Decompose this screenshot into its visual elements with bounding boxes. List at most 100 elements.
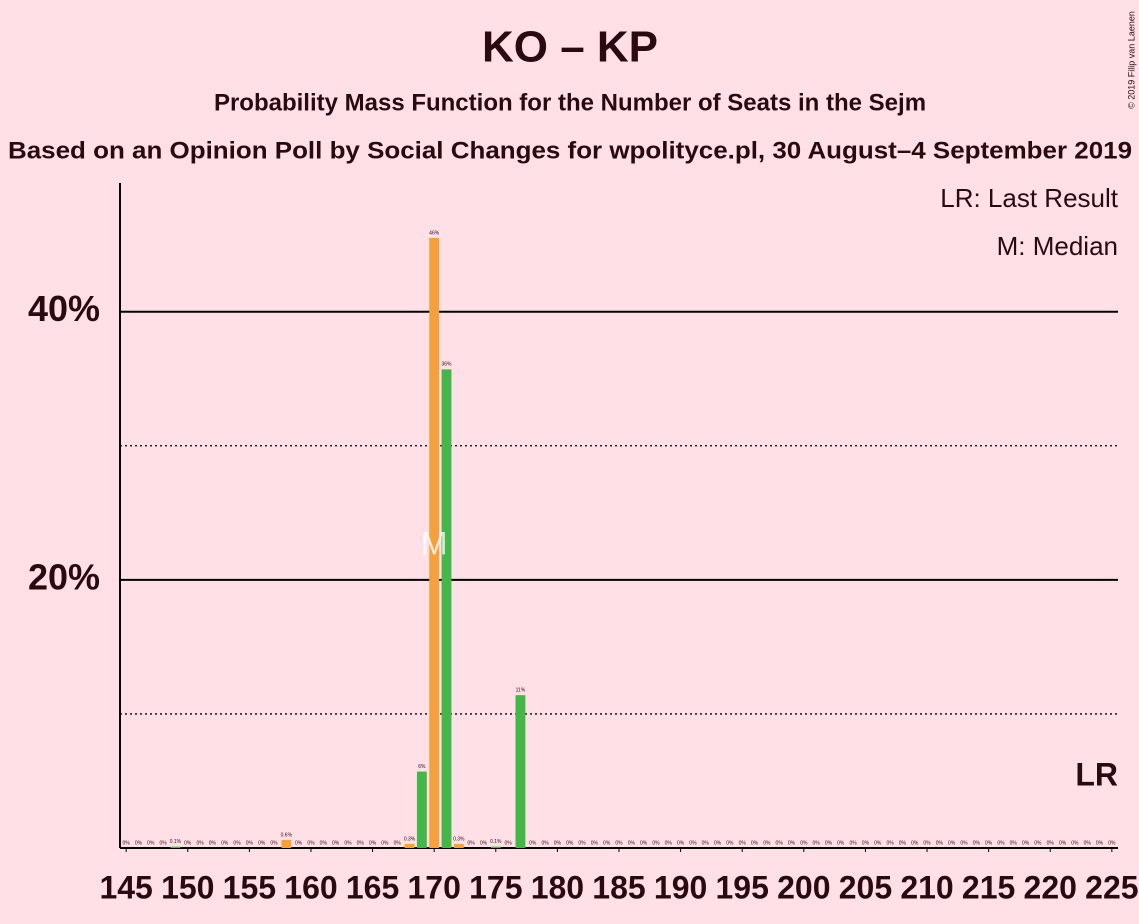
value-label: 0.3% bbox=[404, 836, 416, 842]
chart-title: KO – KP bbox=[482, 23, 658, 72]
value-label: 0% bbox=[862, 840, 870, 846]
bar bbox=[170, 846, 181, 848]
x-tick-label: 180 bbox=[531, 869, 584, 905]
value-label: 0% bbox=[960, 840, 968, 846]
value-label: 0% bbox=[739, 840, 747, 846]
value-label: 0.3% bbox=[453, 836, 465, 842]
x-tick-label: 195 bbox=[716, 869, 769, 905]
x-tick-label: 160 bbox=[284, 869, 337, 905]
value-label: 0% bbox=[714, 840, 722, 846]
value-label: 0% bbox=[381, 840, 389, 846]
value-label: 0% bbox=[997, 840, 1005, 846]
value-label: 0% bbox=[677, 840, 685, 846]
value-label: 0% bbox=[1059, 840, 1067, 846]
bar bbox=[490, 846, 501, 848]
value-label: 0% bbox=[837, 840, 845, 846]
bar bbox=[515, 695, 526, 848]
value-label: 0% bbox=[603, 840, 611, 846]
value-label: 0% bbox=[332, 840, 340, 846]
median-marker: M bbox=[421, 525, 448, 561]
value-label: 0% bbox=[825, 840, 833, 846]
x-tick-label: 190 bbox=[654, 869, 707, 905]
value-label: 0% bbox=[160, 840, 168, 846]
value-label: 0% bbox=[295, 840, 303, 846]
value-label: 0% bbox=[307, 840, 315, 846]
x-tick-label: 150 bbox=[161, 869, 214, 905]
legend-entry: LR: Last Result bbox=[940, 183, 1119, 213]
value-label: 0% bbox=[1084, 840, 1092, 846]
bar bbox=[416, 771, 427, 848]
value-label: 0% bbox=[357, 840, 365, 846]
value-label: 0% bbox=[936, 840, 944, 846]
bar bbox=[441, 369, 452, 848]
x-tick-label: 215 bbox=[962, 869, 1015, 905]
value-label: 0% bbox=[196, 840, 204, 846]
value-label: 0% bbox=[529, 840, 537, 846]
value-label: 0% bbox=[689, 840, 697, 846]
chart-source: Based on an Opinion Poll by Social Chang… bbox=[8, 137, 1132, 164]
value-label: 0.1% bbox=[170, 839, 182, 845]
x-tick-label: 155 bbox=[223, 869, 276, 905]
value-label: 0% bbox=[1096, 840, 1104, 846]
value-label: 0% bbox=[640, 840, 648, 846]
value-label: 0% bbox=[270, 840, 278, 846]
value-label: 0% bbox=[1071, 840, 1079, 846]
value-label: 0% bbox=[874, 840, 882, 846]
value-label: 0% bbox=[123, 840, 131, 846]
value-label: 0.6% bbox=[281, 832, 293, 838]
y-tick-label: 40% bbox=[28, 288, 100, 329]
value-label: 0% bbox=[911, 840, 919, 846]
value-label: 0% bbox=[480, 840, 488, 846]
value-label: 0% bbox=[763, 840, 771, 846]
value-label: 0% bbox=[948, 840, 956, 846]
value-label: 0% bbox=[554, 840, 562, 846]
value-label: 0% bbox=[591, 840, 599, 846]
value-label: 0% bbox=[566, 840, 574, 846]
value-label: 0% bbox=[985, 840, 993, 846]
value-label: 0% bbox=[886, 840, 894, 846]
value-label: 0% bbox=[1010, 840, 1018, 846]
value-label: 0% bbox=[246, 840, 254, 846]
value-label: 0% bbox=[800, 840, 808, 846]
x-tick-label: 165 bbox=[346, 869, 399, 905]
bar bbox=[429, 237, 440, 849]
y-tick-label: 20% bbox=[28, 556, 100, 597]
value-label: 0% bbox=[665, 840, 673, 846]
value-label: 0% bbox=[1108, 840, 1116, 846]
value-label: 0% bbox=[369, 840, 377, 846]
x-tick-label: 170 bbox=[407, 869, 460, 905]
value-label: 0% bbox=[652, 840, 660, 846]
value-label: 0% bbox=[394, 840, 402, 846]
value-label: 0% bbox=[776, 840, 784, 846]
value-label: 0% bbox=[628, 840, 636, 846]
x-tick-label: 200 bbox=[777, 869, 830, 905]
value-label: 0% bbox=[147, 840, 155, 846]
value-label: 0% bbox=[258, 840, 266, 846]
value-label: 0% bbox=[702, 840, 710, 846]
bar bbox=[453, 843, 464, 848]
x-tick-label: 175 bbox=[469, 869, 522, 905]
value-label: 0% bbox=[1034, 840, 1042, 846]
value-label: 0% bbox=[1022, 840, 1030, 846]
value-label: 36% bbox=[441, 362, 452, 368]
x-tick-label: 145 bbox=[99, 869, 152, 905]
value-label: 0% bbox=[973, 840, 981, 846]
value-label: 0.1% bbox=[490, 839, 502, 845]
value-label: 0% bbox=[615, 840, 623, 846]
value-label: 0% bbox=[813, 840, 821, 846]
x-tick-label: 225 bbox=[1085, 869, 1138, 905]
value-label: 0% bbox=[788, 840, 796, 846]
value-label: 0% bbox=[923, 840, 931, 846]
value-label: 0% bbox=[344, 840, 352, 846]
bar bbox=[281, 839, 292, 848]
value-label: 46% bbox=[429, 230, 440, 236]
value-label: 6% bbox=[418, 764, 426, 770]
value-label: 0% bbox=[504, 840, 512, 846]
value-label: 0% bbox=[726, 840, 734, 846]
bar bbox=[404, 843, 415, 848]
value-label: 0% bbox=[751, 840, 759, 846]
x-tick-label: 205 bbox=[839, 869, 892, 905]
value-label: 0% bbox=[320, 840, 328, 846]
x-tick-label: 220 bbox=[1024, 869, 1077, 905]
